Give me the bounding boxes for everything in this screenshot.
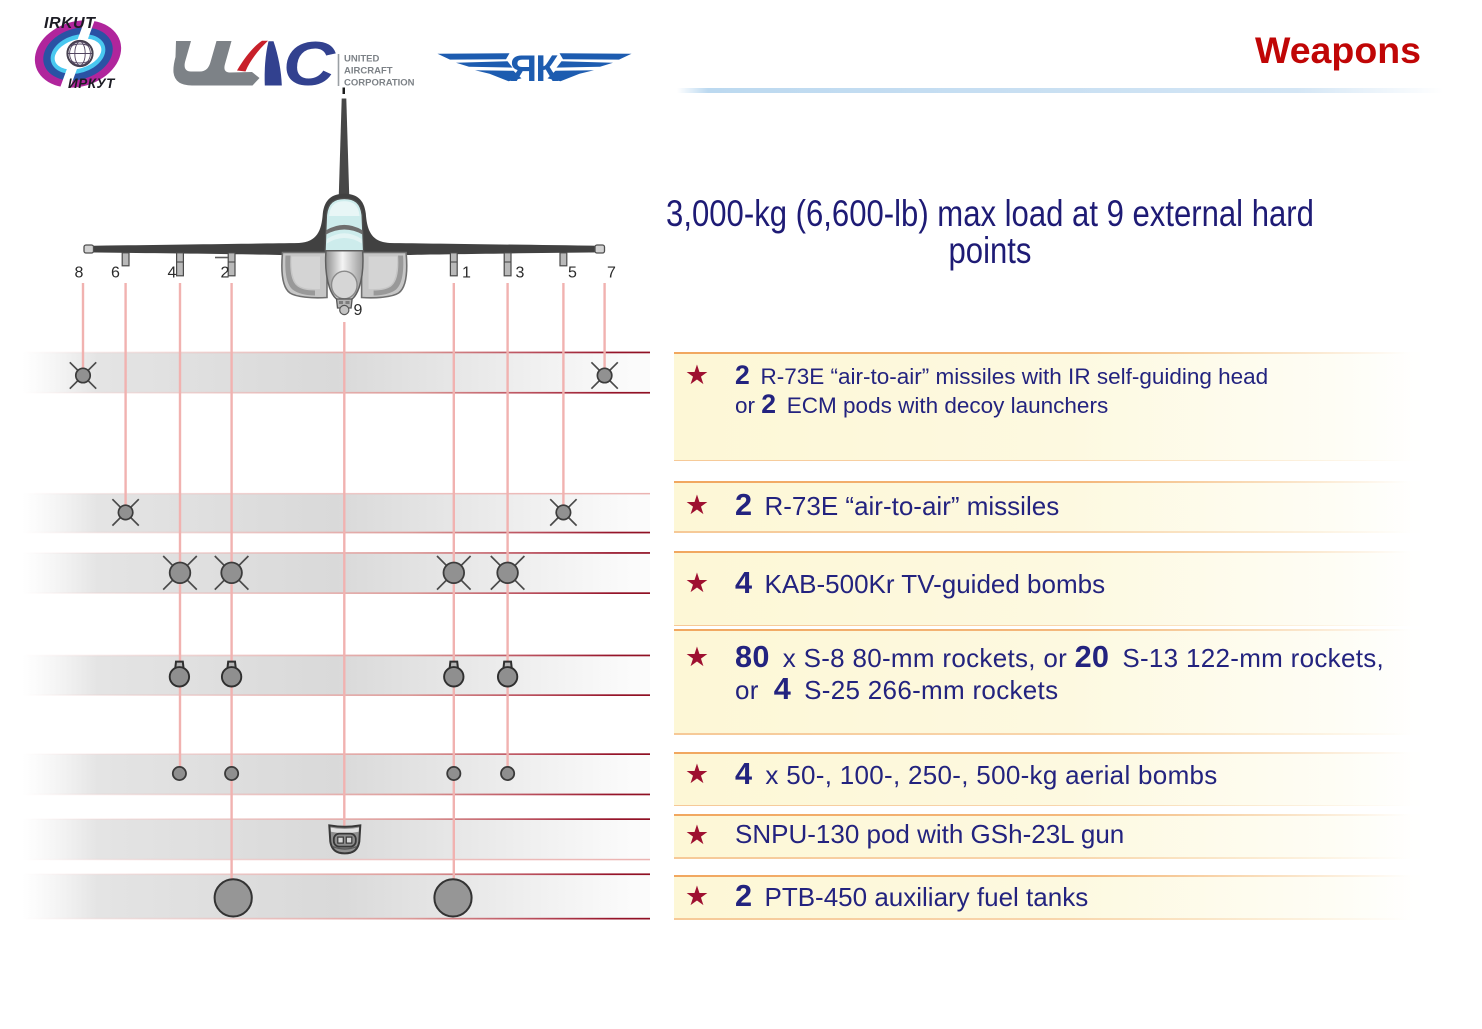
svg-text:ЯК: ЯК xyxy=(510,47,558,89)
svg-text:IRKUT: IRKUT xyxy=(44,15,96,32)
svg-text:AIRCRAFT: AIRCRAFT xyxy=(344,66,393,77)
svg-text:CORPORATION: CORPORATION xyxy=(344,78,415,89)
svg-text:5: 5 xyxy=(568,265,577,282)
svg-text:9: 9 xyxy=(354,302,363,319)
svg-text:1: 1 xyxy=(462,265,471,282)
svg-text:6: 6 xyxy=(111,265,120,282)
svg-text:C: C xyxy=(283,30,337,99)
svg-text:8: 8 xyxy=(75,265,84,282)
svg-text:ИРКУТ: ИРКУТ xyxy=(68,76,116,91)
svg-text:7: 7 xyxy=(607,265,616,282)
svg-text:3: 3 xyxy=(516,265,525,282)
svg-text:4: 4 xyxy=(168,265,177,282)
svg-text:UNITED: UNITED xyxy=(344,54,380,65)
svg-text:2: 2 xyxy=(221,265,230,282)
